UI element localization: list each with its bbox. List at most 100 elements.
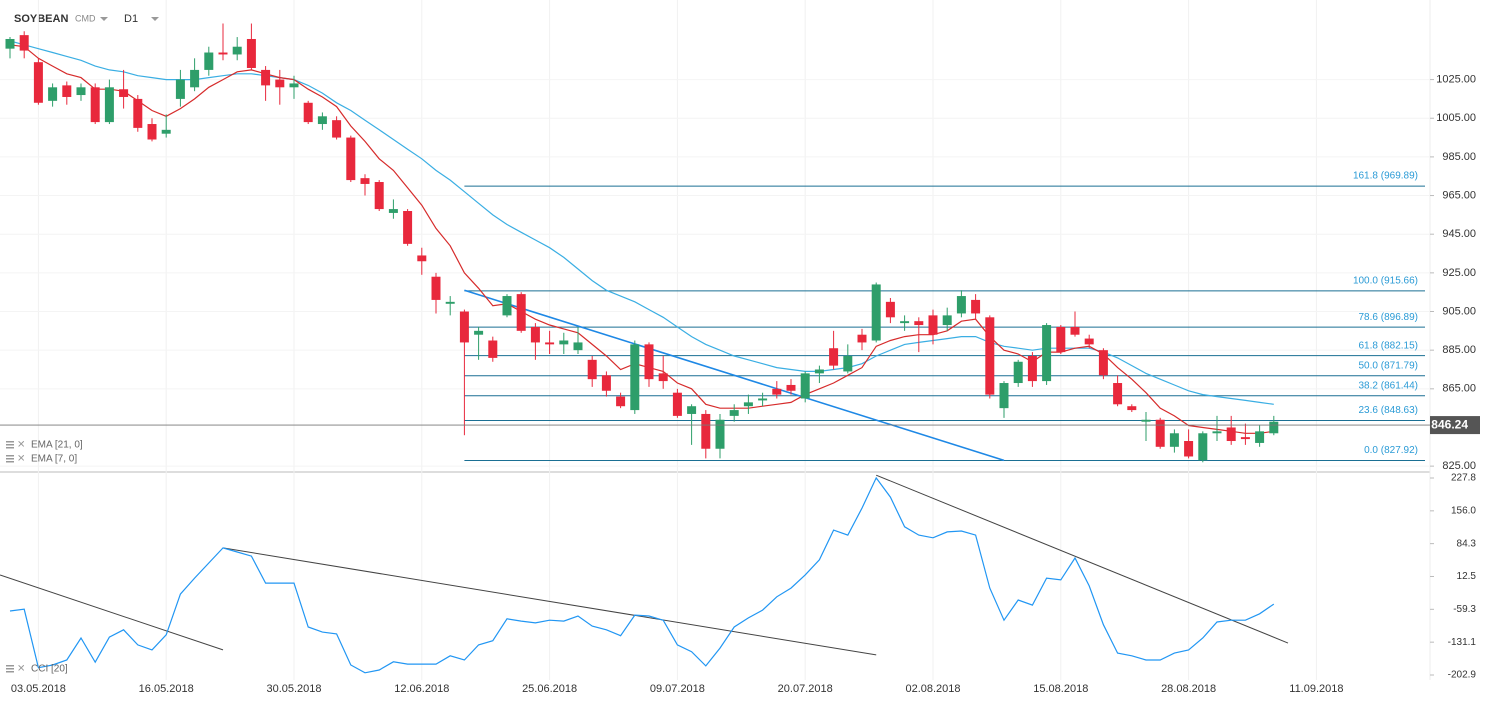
candle-body [303, 102, 313, 123]
candle-body [1098, 350, 1108, 376]
candle-body [956, 296, 966, 314]
candle-body [772, 388, 782, 395]
candle-body [161, 129, 171, 134]
candle-body [1027, 355, 1037, 382]
candle-body [587, 359, 597, 380]
candle-body [701, 413, 711, 449]
candle-body [218, 52, 228, 55]
legend-entry: EMA [7, 0] [31, 454, 77, 465]
candle-body [999, 383, 1009, 409]
candle-body [644, 344, 654, 380]
candle-body [743, 402, 753, 407]
candle-body [175, 79, 185, 99]
x-tick-label: 30.05.2018 [266, 683, 321, 695]
trendline [222, 547, 877, 656]
y-tick-label: 156.0 [1451, 505, 1476, 516]
candle-body [1255, 431, 1265, 443]
fib-label: 50.0 (871.79) [1359, 360, 1419, 371]
candle-body [715, 419, 725, 449]
candle-body [488, 340, 498, 358]
candle-body [971, 299, 981, 314]
candle-body [885, 301, 895, 318]
x-tick-label: 03.05.2018 [11, 683, 66, 695]
candle-body [758, 398, 768, 401]
y-tick-label: 84.3 [1457, 538, 1477, 549]
x-tick-label: 15.08.2018 [1033, 683, 1088, 695]
candle-body [616, 396, 626, 407]
candle-body [871, 284, 881, 341]
fib-label: 38.2 (861.44) [1359, 380, 1419, 391]
candle-body [672, 392, 682, 416]
candle-body [1269, 421, 1279, 434]
candle-body [857, 334, 867, 343]
y-tick-label: 945.00 [1442, 228, 1476, 240]
symbol[interactable]: SOYBEAN [14, 13, 68, 25]
y-tick-label: -59.3 [1453, 604, 1476, 615]
x-tick-label: 12.06.2018 [394, 683, 449, 695]
candle-body [275, 79, 285, 88]
candle-body [1056, 326, 1066, 353]
candle-body [843, 355, 853, 372]
candle-body [1042, 325, 1052, 382]
candle-body [1084, 338, 1094, 345]
candle-body [1013, 361, 1023, 384]
candle-body [573, 342, 583, 351]
last-price-box [1430, 416, 1480, 435]
x-tick-label: 02.08.2018 [905, 683, 960, 695]
candle-body [516, 294, 526, 331]
dropdown-arrow[interactable] [151, 17, 159, 21]
candle-body [417, 255, 427, 262]
y-tick-label: 905.00 [1442, 305, 1476, 317]
trendline [0, 574, 224, 651]
y-tick-label: 1005.00 [1436, 112, 1476, 124]
candle-body [1226, 427, 1236, 442]
y-tick-label: 885.00 [1442, 344, 1476, 356]
candle-body [388, 209, 398, 213]
candle-body [800, 373, 810, 399]
candle-body [62, 85, 72, 97]
candle-body [261, 69, 271, 86]
y-tick-label: 12.5 [1457, 571, 1477, 582]
fib-label: 100.0 (915.66) [1353, 276, 1418, 287]
candle-body [630, 344, 640, 411]
candle-body [403, 211, 413, 244]
candle-body [48, 87, 58, 101]
timeframe[interactable]: D1 [124, 13, 138, 25]
candle-body [147, 124, 157, 140]
candle-body [1169, 433, 1179, 447]
indicator-line [9, 476, 1275, 674]
y-tick-label: 965.00 [1442, 189, 1476, 201]
candle-body [928, 315, 938, 335]
trendline [464, 289, 1005, 462]
candle-body [5, 38, 15, 49]
candle-body [814, 369, 824, 374]
candle-body [545, 342, 555, 345]
candle-body [76, 87, 86, 96]
fib-label: 78.6 (896.89) [1359, 312, 1419, 323]
market[interactable]: CMD [75, 13, 96, 23]
legend-entry: EMA [21, 0] [31, 440, 83, 451]
last-price-label: 846.24 [1431, 417, 1468, 431]
y-tick-label: 227.8 [1451, 473, 1476, 484]
svg-text:✕: ✕ [17, 440, 25, 451]
candle-body [190, 69, 200, 88]
candle-body [1198, 433, 1208, 461]
y-tick-label: 1025.00 [1436, 73, 1476, 85]
candle-body [317, 116, 327, 125]
candle-body [729, 410, 739, 416]
fib-label: 161.8 (969.89) [1353, 171, 1418, 182]
candle-body [289, 83, 299, 88]
candle-body [786, 384, 796, 391]
x-tick-label: 25.06.2018 [522, 683, 577, 695]
candle-body [104, 87, 114, 123]
candle-body [204, 52, 214, 70]
candle-body [1240, 437, 1250, 440]
dropdown-arrow[interactable] [100, 17, 108, 21]
candle-body [431, 276, 441, 300]
y-tick-label: -131.1 [1448, 637, 1477, 648]
candle-body [1070, 326, 1080, 335]
svg-text:✕: ✕ [17, 454, 25, 465]
trendline [876, 474, 1289, 644]
candle-body [374, 182, 384, 210]
